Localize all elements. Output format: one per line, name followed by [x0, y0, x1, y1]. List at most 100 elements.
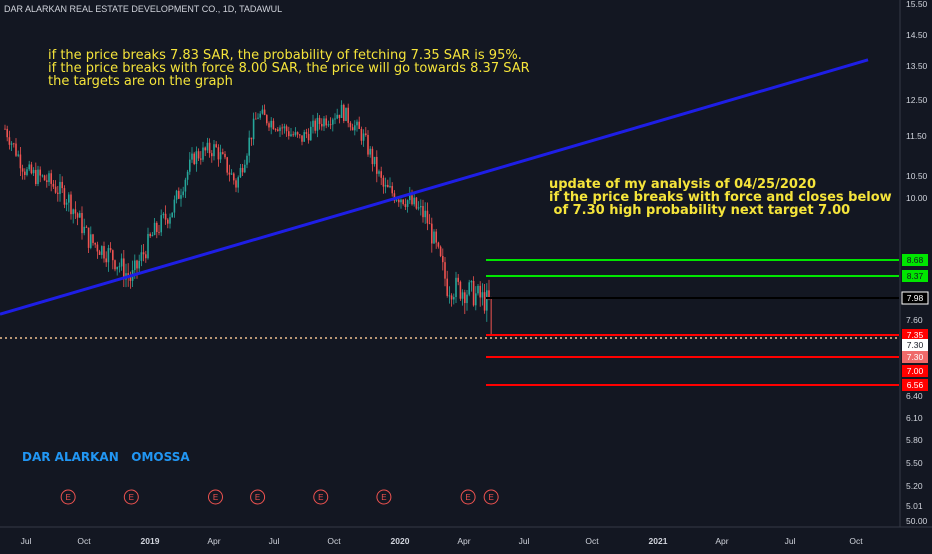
x-tick-label: Oct — [585, 536, 599, 546]
candle-body — [43, 175, 46, 181]
candle-body — [30, 164, 33, 174]
candle-body — [435, 231, 437, 243]
candle-body — [268, 123, 270, 128]
candle-body — [101, 246, 103, 255]
candle-body — [241, 167, 244, 173]
candle-body — [257, 117, 259, 119]
candle-body — [277, 129, 279, 132]
candle-body — [389, 186, 391, 188]
candle-body — [244, 164, 246, 173]
candle-body — [325, 118, 327, 126]
candle-body — [274, 129, 277, 130]
y-tick-label: 10.50 — [906, 171, 928, 181]
candle-body — [65, 202, 68, 205]
y-tick-label: 5.50 — [906, 458, 923, 468]
price-tag-label: 7.30 — [907, 340, 924, 350]
x-tick-label: Oct — [849, 536, 863, 546]
candle-body — [114, 260, 116, 270]
earnings-event-marker — [460, 489, 476, 505]
candle-body — [488, 290, 490, 298]
candle-body — [457, 277, 459, 282]
candle-body — [105, 258, 107, 263]
candle-body — [468, 282, 470, 295]
candle-body — [316, 117, 319, 131]
candle-body — [140, 252, 143, 261]
candle-body — [428, 223, 431, 225]
candle-body — [338, 114, 341, 118]
candle-body — [411, 195, 413, 205]
candle-body — [393, 193, 396, 201]
candle-body — [400, 199, 402, 203]
candle-body — [347, 107, 349, 123]
candle-body — [112, 250, 114, 261]
candle-body — [409, 195, 411, 201]
candle-body — [79, 213, 81, 218]
candle-body — [402, 199, 404, 205]
candle-body — [151, 234, 154, 237]
x-tick-label: Oct — [327, 536, 341, 546]
candle-body — [305, 132, 308, 134]
x-tick-label: Apr — [457, 536, 470, 546]
candle-body — [129, 276, 132, 281]
candle-body — [61, 181, 63, 189]
candle-body — [127, 273, 129, 277]
x-tick-label: Apr — [715, 536, 728, 546]
price-tag — [902, 379, 928, 391]
candle-body — [303, 132, 305, 142]
trendline — [0, 58, 869, 316]
candle-body — [204, 147, 206, 151]
candle-body — [39, 169, 41, 176]
candle-body — [90, 234, 92, 248]
candle-body — [327, 124, 330, 126]
candle-body — [68, 194, 70, 203]
candle-body — [173, 199, 176, 213]
candle-body — [252, 118, 255, 140]
candle-body — [74, 209, 77, 214]
candle-body — [145, 254, 147, 259]
candle-body — [57, 192, 59, 194]
candle-body — [380, 171, 382, 178]
candle-body — [109, 248, 112, 251]
candle-body — [255, 118, 257, 120]
candle-body — [283, 126, 286, 129]
candle-body — [450, 295, 453, 300]
candle-body — [24, 171, 26, 175]
candle-body — [358, 121, 360, 129]
candle-body — [96, 244, 99, 252]
earnings-event-label: E — [255, 493, 260, 502]
candle-body — [479, 285, 481, 298]
candle-body — [332, 119, 334, 125]
y-tick-label: 5.20 — [906, 481, 923, 491]
candle-body — [248, 137, 250, 156]
candle-body — [461, 292, 464, 299]
candle-body — [398, 199, 400, 203]
candle-body — [351, 127, 354, 131]
y-tick-label: 13.50 — [906, 61, 928, 71]
candle-body — [475, 293, 477, 306]
candle-body — [336, 114, 338, 119]
candle-body — [32, 169, 35, 174]
candle-body — [321, 123, 323, 127]
candle-body — [279, 127, 281, 132]
candle-body — [415, 197, 418, 209]
candle-body — [296, 132, 299, 135]
brand-label: DAR ALARKAN OMOSSA — [22, 450, 190, 464]
candle-body — [189, 159, 191, 172]
candle-body — [455, 277, 457, 298]
candle-body — [52, 183, 55, 187]
y-tick-label: 6.10 — [906, 413, 923, 423]
candle-body — [481, 292, 484, 298]
price-tag — [902, 339, 928, 351]
candle-body — [483, 292, 486, 311]
candle-body — [329, 124, 332, 126]
candle-body — [230, 173, 233, 175]
candle-body — [197, 151, 200, 159]
candle-body — [70, 194, 72, 215]
annotation-note-2: update of my analysis of 04/25/2020 if t… — [549, 177, 892, 218]
candle-body — [13, 143, 15, 145]
candle-body — [354, 125, 356, 131]
price-tag-label: 7.35 — [907, 330, 924, 340]
candle-body — [334, 118, 336, 120]
